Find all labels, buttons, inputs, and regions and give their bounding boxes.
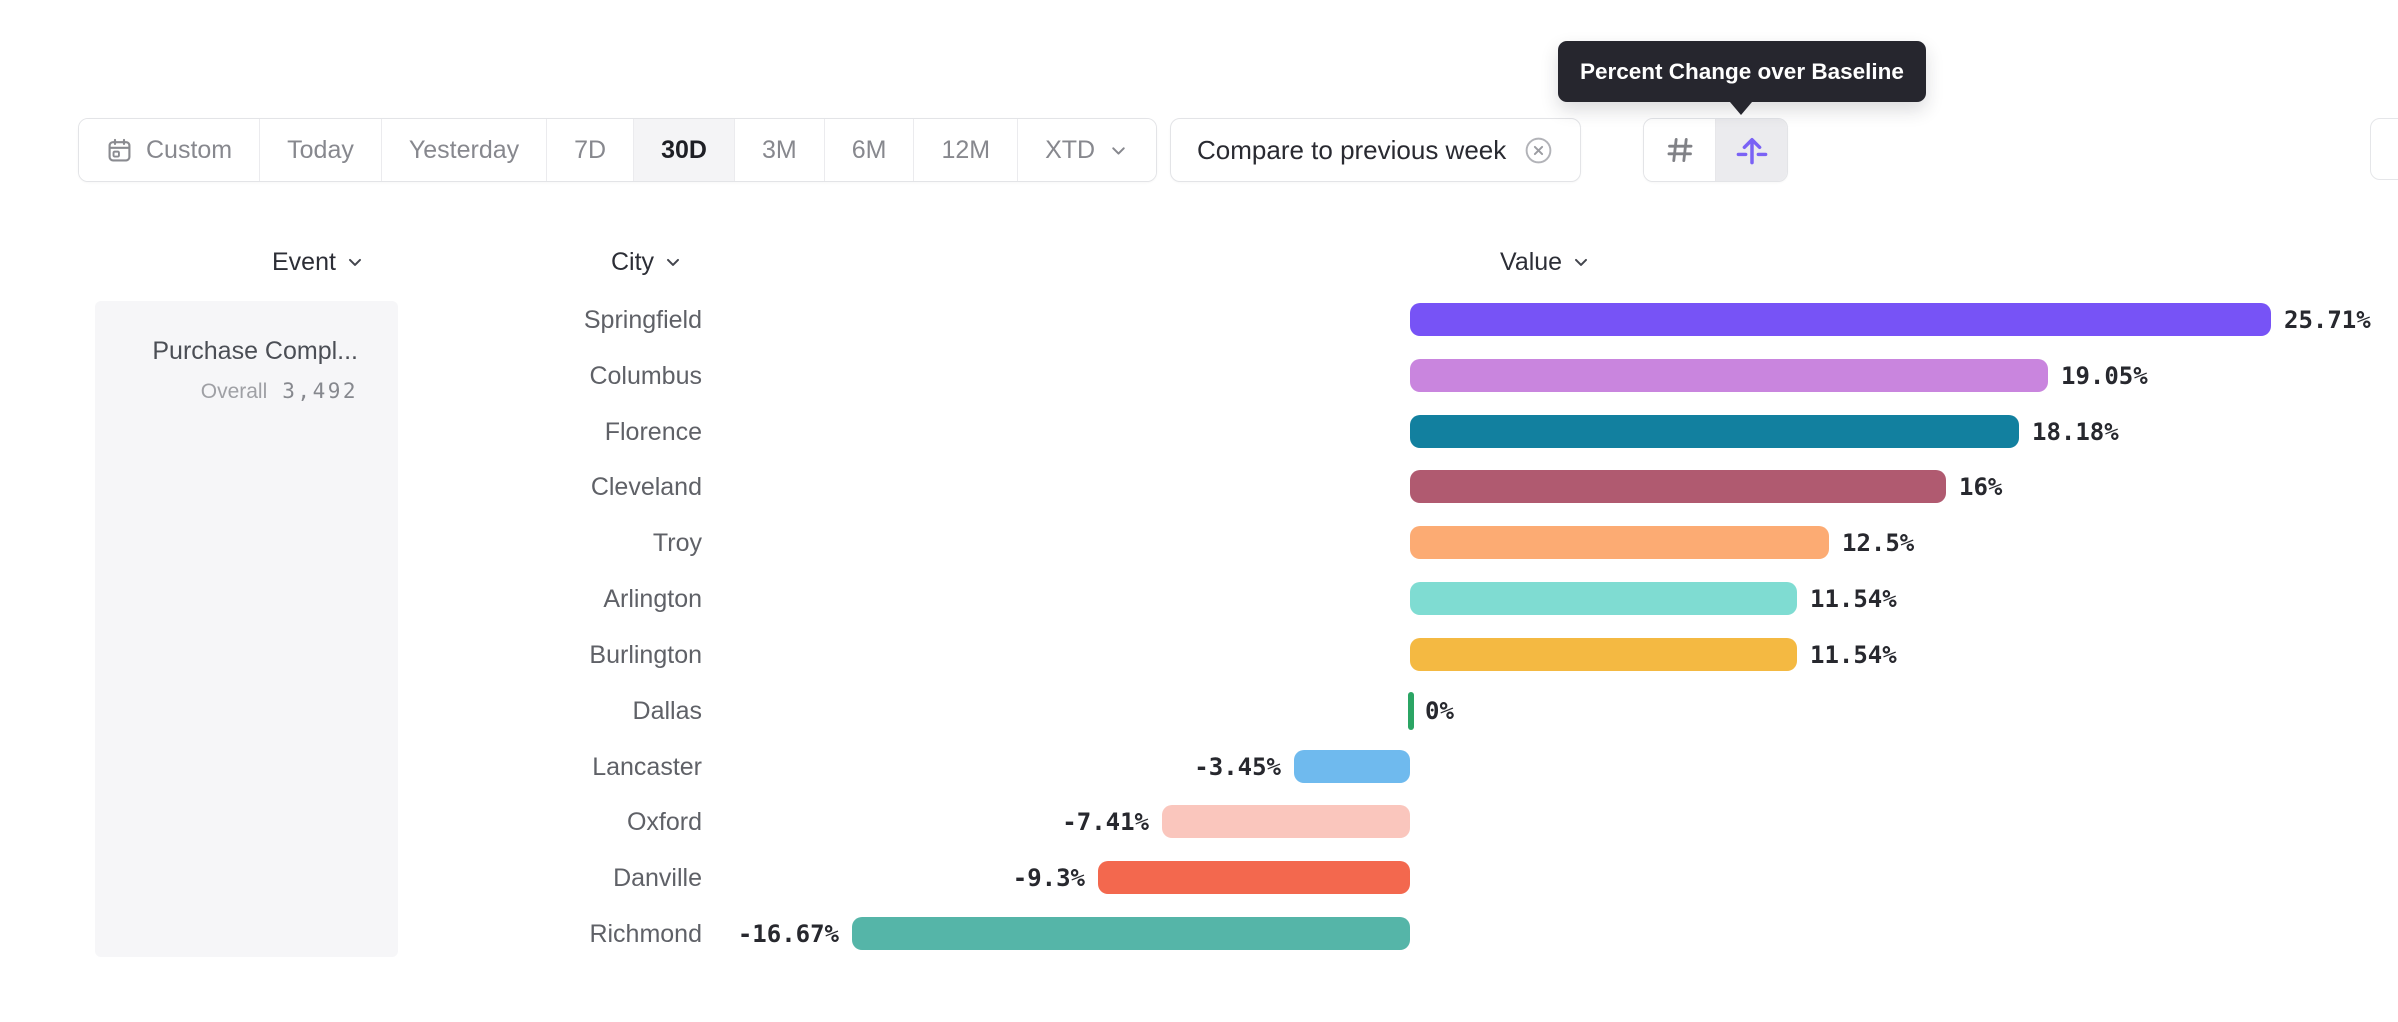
value-label: -3.45% (1194, 753, 1281, 781)
range-label: Today (287, 135, 354, 164)
column-header-event[interactable]: Event (272, 246, 365, 278)
event-header-label: Event (272, 247, 336, 276)
city-label: Oxford (626, 808, 702, 836)
city-label: Troy (652, 529, 702, 557)
range-button-12m[interactable]: 12M (913, 119, 1018, 181)
range-label: 3M (761, 135, 797, 164)
range-label: Custom (146, 135, 233, 164)
event-title: Purchase Compl... (152, 337, 358, 365)
chart-row-florence: Florence 18.18% (0, 404, 2398, 460)
tooltip-arrow-icon (1730, 102, 1752, 115)
range-label: 6M (851, 135, 887, 164)
chart-row-burlington: Burlington 11.54% (0, 627, 2398, 683)
hash-grid-icon (1667, 137, 1692, 163)
chart-row-richmond: Richmond -16.67% (0, 906, 2398, 962)
range-button-6m[interactable]: 6M (823, 119, 914, 181)
chevron-down-icon (1112, 146, 1125, 155)
city-header-label: City (611, 247, 655, 276)
range-label: 12M (941, 135, 991, 164)
range-label: Yesterday (408, 135, 520, 164)
compare-chip-label: Compare to previous week (1197, 134, 1507, 165)
event-card[interactable]: Purchase Compl... Overall 3,492 (95, 301, 398, 957)
chart-row-oxford: Oxford -7.41% (0, 794, 2398, 850)
value-bar[interactable] (1410, 638, 1797, 671)
range-button-today[interactable]: Today (259, 119, 381, 181)
value-bar[interactable] (1410, 359, 2048, 392)
value-label: 19.05% (2061, 362, 2148, 390)
range-button-custom[interactable]: Custom (79, 119, 260, 181)
event-metric-label: Overall (200, 380, 268, 403)
compare-chip[interactable]: Compare to previous week (1170, 118, 1582, 182)
value-label: -7.41% (1062, 808, 1149, 836)
column-header-city[interactable]: City (611, 246, 683, 278)
chart-row-dallas: Dallas 0% (0, 683, 2398, 739)
value-bar[interactable] (1410, 526, 1829, 559)
value-label: 16% (1959, 473, 2003, 501)
column-header-value[interactable]: Value (1500, 246, 1591, 278)
range-button-yesterday[interactable]: Yesterday (380, 119, 547, 181)
value-bar[interactable] (852, 917, 1410, 950)
value-bar[interactable] (1410, 582, 1797, 615)
city-label: Cleveland (590, 473, 702, 501)
range-button-xtd[interactable]: XTD (1017, 119, 1157, 181)
range-button-30d[interactable]: 30D (633, 119, 734, 181)
range-button-3m[interactable]: 3M (733, 119, 824, 181)
grid-view-button[interactable] (1644, 119, 1715, 181)
chevron-down-icon (1575, 258, 1588, 266)
chart-row-columbus: Columbus 19.05% (0, 348, 2398, 404)
chevron-down-icon (348, 258, 361, 266)
value-label: -16.67% (737, 920, 839, 948)
range-label: 30D (661, 135, 707, 164)
value-bar[interactable] (1408, 692, 1414, 730)
remove-compare-icon[interactable] (1523, 135, 1554, 166)
value-bar[interactable] (1410, 470, 1946, 503)
value-bar[interactable] (1410, 303, 2271, 336)
value-label: 18.18% (2032, 418, 2119, 446)
value-bar[interactable] (1098, 861, 1410, 894)
chart-view-toggle (1643, 118, 1788, 182)
tooltip: Percent Change over Baseline (1558, 41, 1926, 115)
event-metric-value: 3,492 (282, 379, 358, 403)
value-label: 12.5% (1842, 529, 1915, 557)
chart-row-springfield: Springfield 25.71% (0, 292, 2398, 348)
chart-row-lancaster: Lancaster -3.45% (0, 739, 2398, 795)
value-label: -9.3% (1012, 864, 1085, 892)
calendar-icon (108, 138, 131, 161)
city-label: Lancaster (592, 753, 702, 781)
value-bar[interactable] (1294, 750, 1410, 783)
range-button-7d[interactable]: 7D (546, 119, 634, 181)
city-label: Florence (604, 418, 702, 446)
value-bar[interactable] (1162, 805, 1410, 838)
city-label: Richmond (589, 920, 702, 948)
value-header-label: Value (1500, 247, 1563, 276)
tooltip-text: Percent Change over Baseline (1580, 58, 1904, 84)
value-label: 25.71% (2284, 306, 2371, 334)
chart-row-cleveland: Cleveland 16% (0, 459, 2398, 515)
arrow-up-from-line-icon (1736, 137, 1767, 165)
chart-row-arlington: Arlington 11.54% (0, 571, 2398, 627)
city-label: Danville (613, 864, 702, 892)
baseline-view-button[interactable] (1715, 119, 1787, 181)
city-label: Springfield (583, 306, 702, 334)
event-metric: Overall 3,492 (201, 379, 358, 404)
range-label: 7D (574, 135, 607, 164)
city-label: Burlington (589, 641, 702, 669)
chart-row-troy: Troy 12.5% (0, 515, 2398, 571)
range-label: XTD (1045, 135, 1096, 164)
value-label: 11.54% (1810, 585, 1897, 613)
value-label: 0% (1425, 697, 1454, 725)
value-label: 11.54% (1810, 641, 1897, 669)
value-bar[interactable] (1410, 415, 2019, 448)
chart-row-danville: Danville -9.3% (0, 850, 2398, 906)
city-label: Dallas (632, 697, 702, 725)
city-label: Columbus (589, 362, 702, 390)
partial-button-right-edge[interactable] (2370, 118, 2398, 180)
city-label: Arlington (603, 585, 702, 613)
date-range-selector: Custom Today Yesterday 7D 30D 3M 6M 12M XTD (78, 118, 1158, 182)
chevron-down-icon (667, 258, 680, 266)
